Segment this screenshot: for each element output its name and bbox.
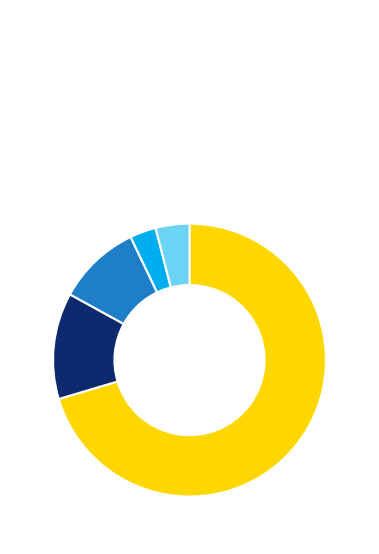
Wedge shape	[155, 224, 190, 288]
Wedge shape	[131, 228, 171, 293]
Wedge shape	[59, 224, 326, 496]
Wedge shape	[53, 294, 124, 399]
Wedge shape	[70, 237, 157, 324]
